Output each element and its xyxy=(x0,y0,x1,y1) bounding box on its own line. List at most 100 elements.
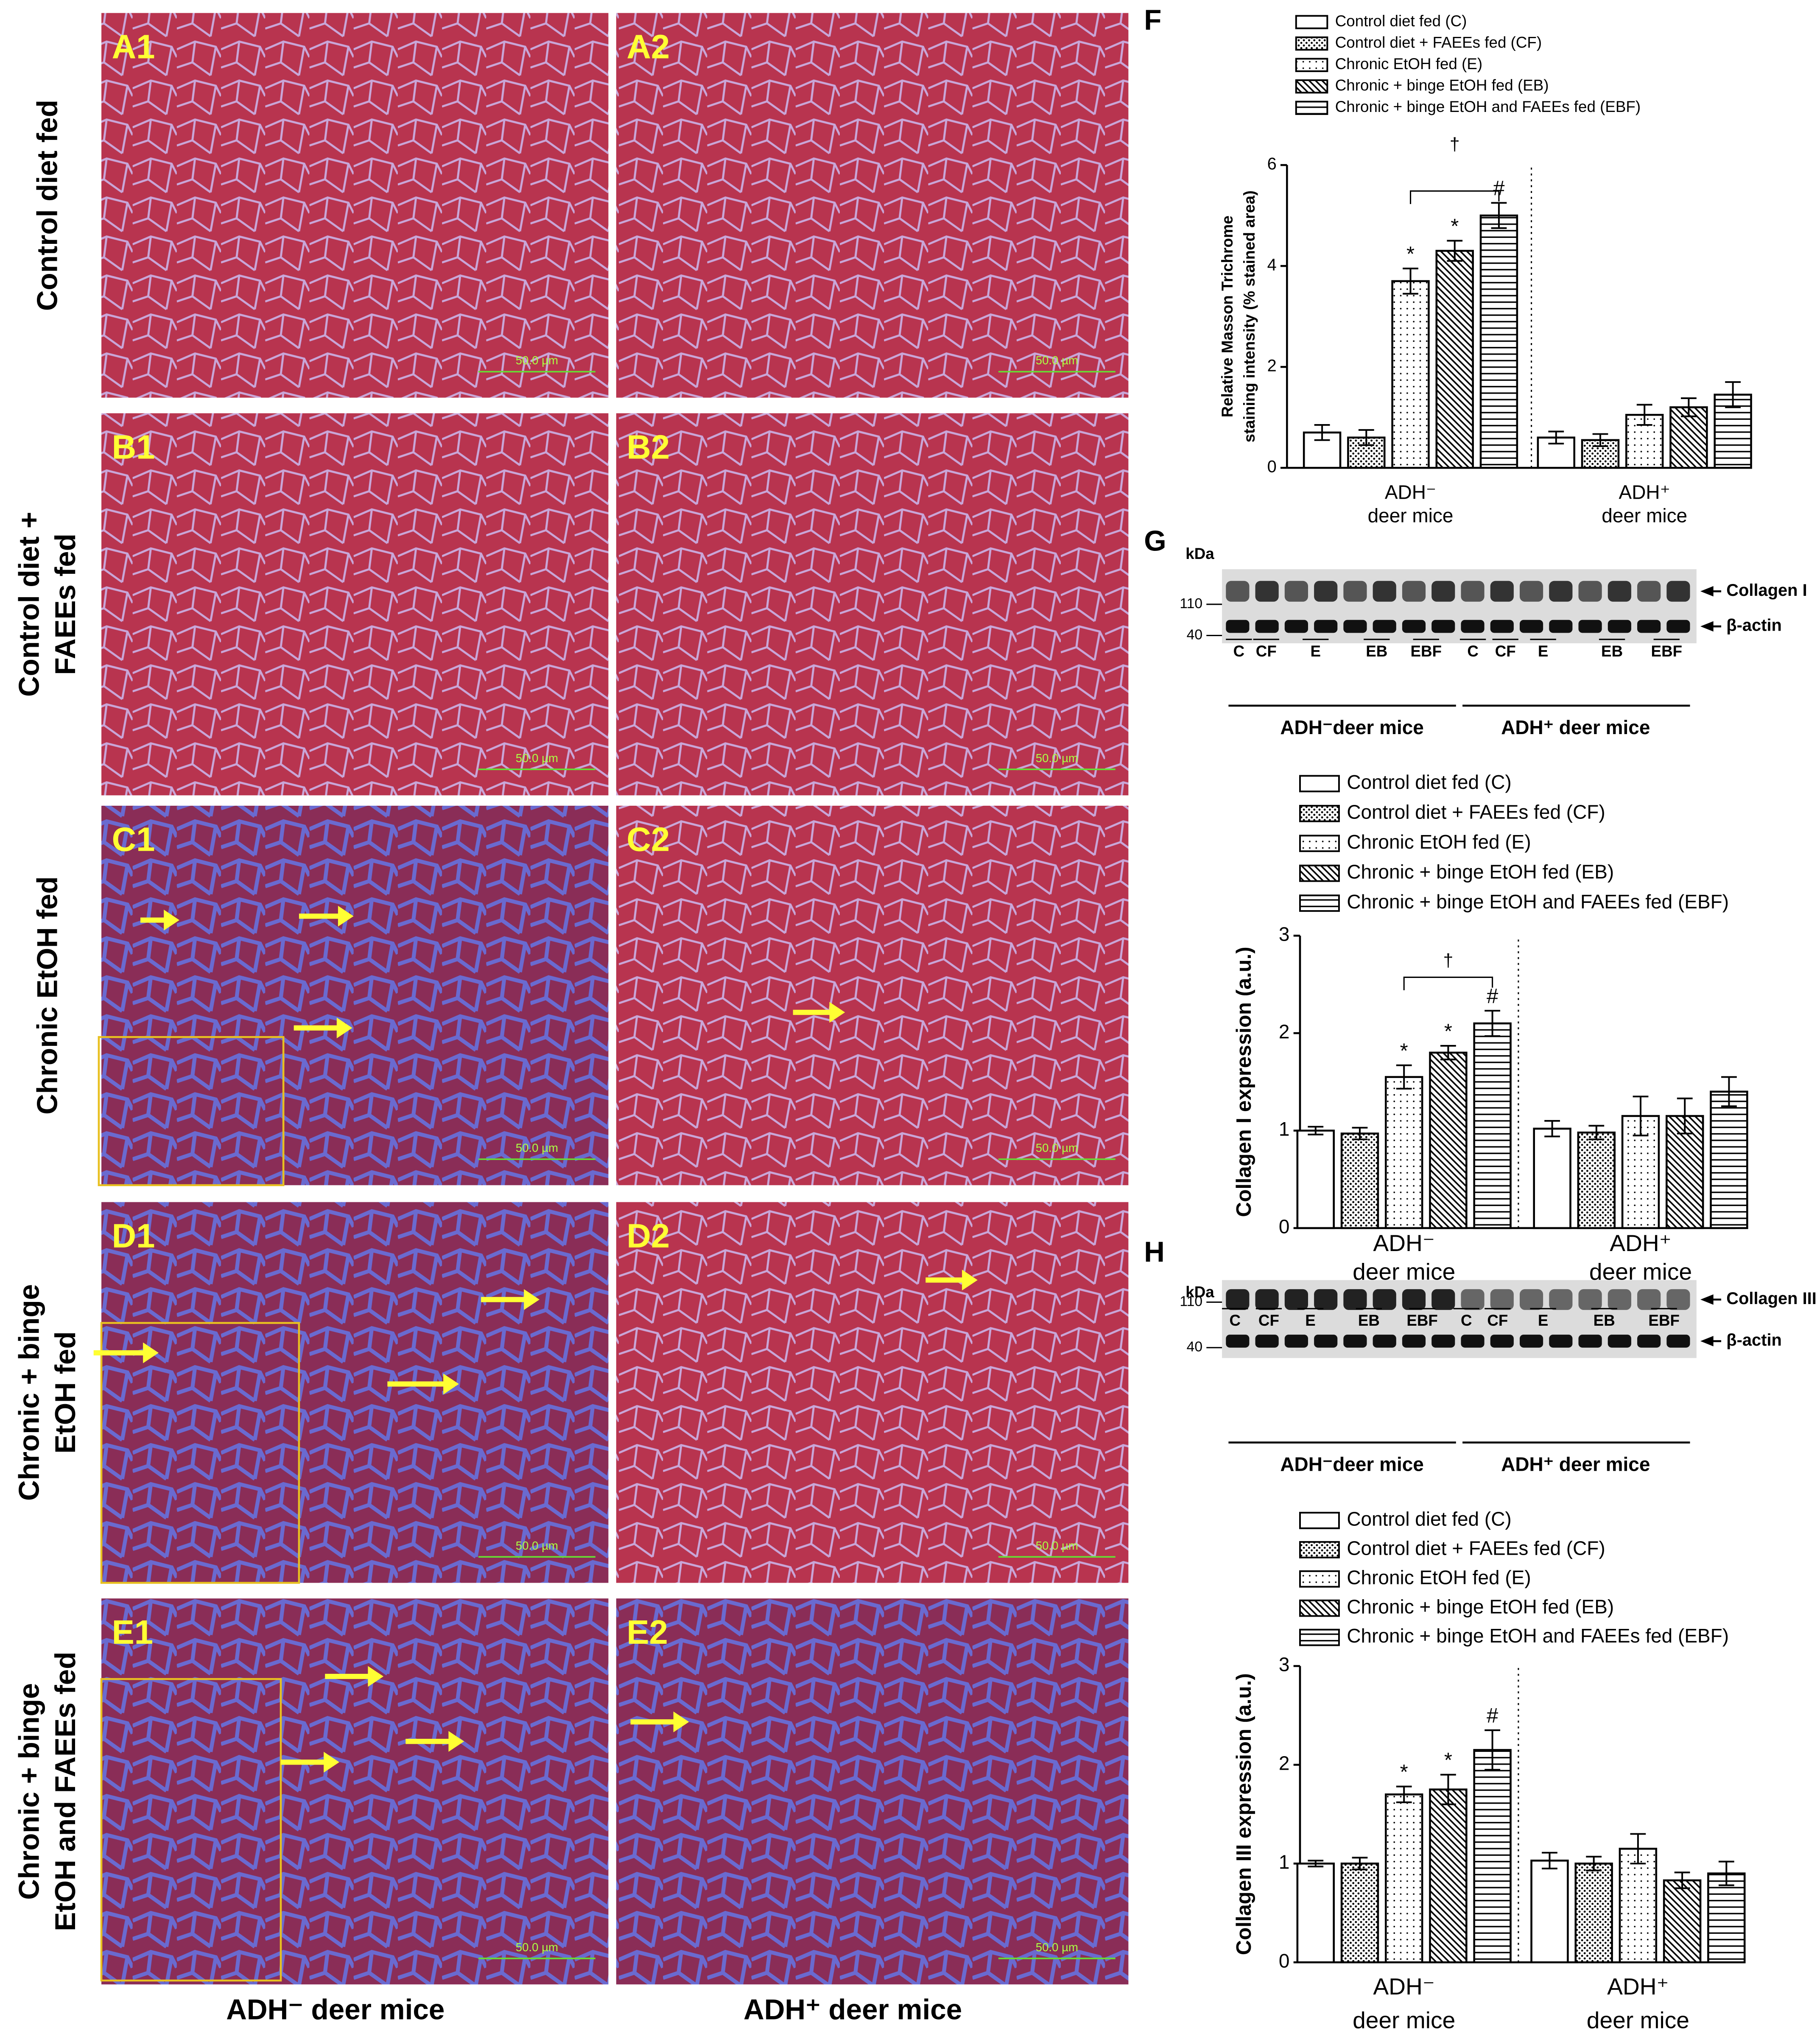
band xyxy=(1284,581,1308,602)
column-label: ADH⁺ deer mice xyxy=(744,1994,962,2025)
scale-label: 50.0 µm xyxy=(1036,1141,1078,1154)
band xyxy=(1314,1335,1338,1348)
marker-label: 110 xyxy=(1180,1293,1202,1309)
band xyxy=(1637,581,1661,602)
legend-label: Chronic EtOH fed (E) xyxy=(1347,1566,1531,1588)
band xyxy=(1549,620,1573,633)
legend-label: Chronic + binge EtOH and FAEEs fed (EBF) xyxy=(1335,98,1641,115)
error-bar xyxy=(1358,429,1374,446)
panel-label: A1 xyxy=(112,28,155,65)
band xyxy=(1578,581,1602,602)
band xyxy=(1461,581,1485,602)
legend-label: Chronic EtOH fed (E) xyxy=(1335,55,1482,73)
y-tick-label: 4 xyxy=(1267,256,1277,274)
arrow-head xyxy=(524,1289,540,1310)
bar xyxy=(1347,436,1386,469)
legend-swatch xyxy=(1299,835,1340,852)
band xyxy=(1431,1289,1455,1310)
significance: * xyxy=(1444,1020,1452,1043)
x-tick-sublabel: deer mice xyxy=(1589,1259,1692,1285)
arrow-head xyxy=(1700,586,1714,597)
panel-label: D1 xyxy=(112,1217,155,1254)
panel-letter: G xyxy=(1144,525,1166,557)
band xyxy=(1255,1289,1279,1310)
inset-box xyxy=(98,1036,285,1187)
panel-letter: H xyxy=(1144,1236,1165,1268)
band-label: β-actin xyxy=(1726,616,1782,635)
band xyxy=(1343,1289,1367,1310)
x-tick-label: ADH⁺ xyxy=(1607,1973,1669,2000)
y-tick-label: 3 xyxy=(1279,1654,1290,1676)
band xyxy=(1373,620,1396,633)
error-bar xyxy=(1314,424,1330,441)
lane-label: E xyxy=(1538,642,1549,660)
error-bar xyxy=(1485,1010,1501,1037)
arrow-head xyxy=(962,1269,978,1290)
y-tick-label: 2 xyxy=(1279,1752,1290,1774)
y-tick-label: 0 xyxy=(1279,1950,1290,1972)
lane-label: EB xyxy=(1601,642,1623,660)
bar xyxy=(1391,280,1430,469)
band xyxy=(1519,581,1543,602)
marker-label: 40 xyxy=(1187,1339,1203,1355)
legend-swatch xyxy=(1299,804,1340,822)
band xyxy=(1402,620,1426,633)
arrow-head xyxy=(829,1002,845,1023)
error-bar xyxy=(1725,381,1741,408)
bar xyxy=(1479,214,1518,469)
band xyxy=(1666,1335,1690,1348)
y-tick-label: 0 xyxy=(1279,1215,1290,1237)
scale-label: 50.0 µm xyxy=(1036,751,1078,765)
bar xyxy=(1296,1863,1335,1964)
band xyxy=(1431,581,1455,602)
band xyxy=(1490,620,1514,633)
micrograph xyxy=(616,805,1129,1185)
lane-label: C xyxy=(1467,642,1479,660)
bar xyxy=(1340,1132,1379,1229)
band xyxy=(1314,620,1338,633)
band xyxy=(1255,581,1279,602)
arrow-head xyxy=(143,1342,159,1363)
legend-swatch xyxy=(1295,58,1328,72)
legend-label: Chronic + binge EtOH and FAEEs fed (EBF) xyxy=(1347,891,1729,913)
band xyxy=(1255,620,1279,633)
group-label: ADH⁻deer mice xyxy=(1280,716,1424,738)
micrograph xyxy=(101,1202,609,1583)
bar xyxy=(1296,1129,1335,1229)
bar xyxy=(1710,1090,1748,1229)
band xyxy=(1373,1335,1396,1348)
band xyxy=(1637,620,1661,633)
error-bar xyxy=(1308,1126,1324,1136)
row-label: Chronic + binge xyxy=(13,1284,45,1501)
band xyxy=(1461,1289,1485,1310)
arrow-head xyxy=(336,1017,352,1039)
band xyxy=(1226,581,1250,602)
row-label: Control diet fed xyxy=(31,100,63,311)
error-bar xyxy=(1677,1098,1693,1134)
x-tick-label: ADH⁻ xyxy=(1373,1973,1435,2000)
scale-label: 50.0 µm xyxy=(516,1141,558,1154)
scale-label: 50.0 µm xyxy=(516,751,558,765)
y-tick-label: 6 xyxy=(1267,155,1277,173)
arrow-head xyxy=(324,1751,339,1773)
band xyxy=(1549,1335,1573,1348)
arrow-head xyxy=(448,1731,464,1752)
legend-swatch xyxy=(1299,775,1340,793)
column-label: ADH⁻ deer mice xyxy=(226,1994,445,2025)
band-label: Collagen III xyxy=(1726,1289,1816,1308)
legend-label: Control diet + FAEEs fed (CF) xyxy=(1347,801,1605,823)
band xyxy=(1314,581,1338,602)
bar xyxy=(1473,1022,1512,1229)
micrograph xyxy=(101,413,609,796)
lane-label: EBF xyxy=(1651,642,1683,660)
legend-label: Chronic + binge EtOH fed (EB) xyxy=(1347,1595,1614,1617)
panel-label: C1 xyxy=(112,821,155,858)
legend-label: Chronic + binge EtOH fed (EB) xyxy=(1335,77,1549,94)
bar xyxy=(1429,1051,1468,1229)
lane-label: EBF xyxy=(1648,1312,1680,1329)
band xyxy=(1284,1335,1308,1348)
error-bar xyxy=(1485,1729,1501,1771)
row-label: Chronic + binge xyxy=(13,1683,45,1900)
panel-label: D2 xyxy=(626,1217,670,1254)
